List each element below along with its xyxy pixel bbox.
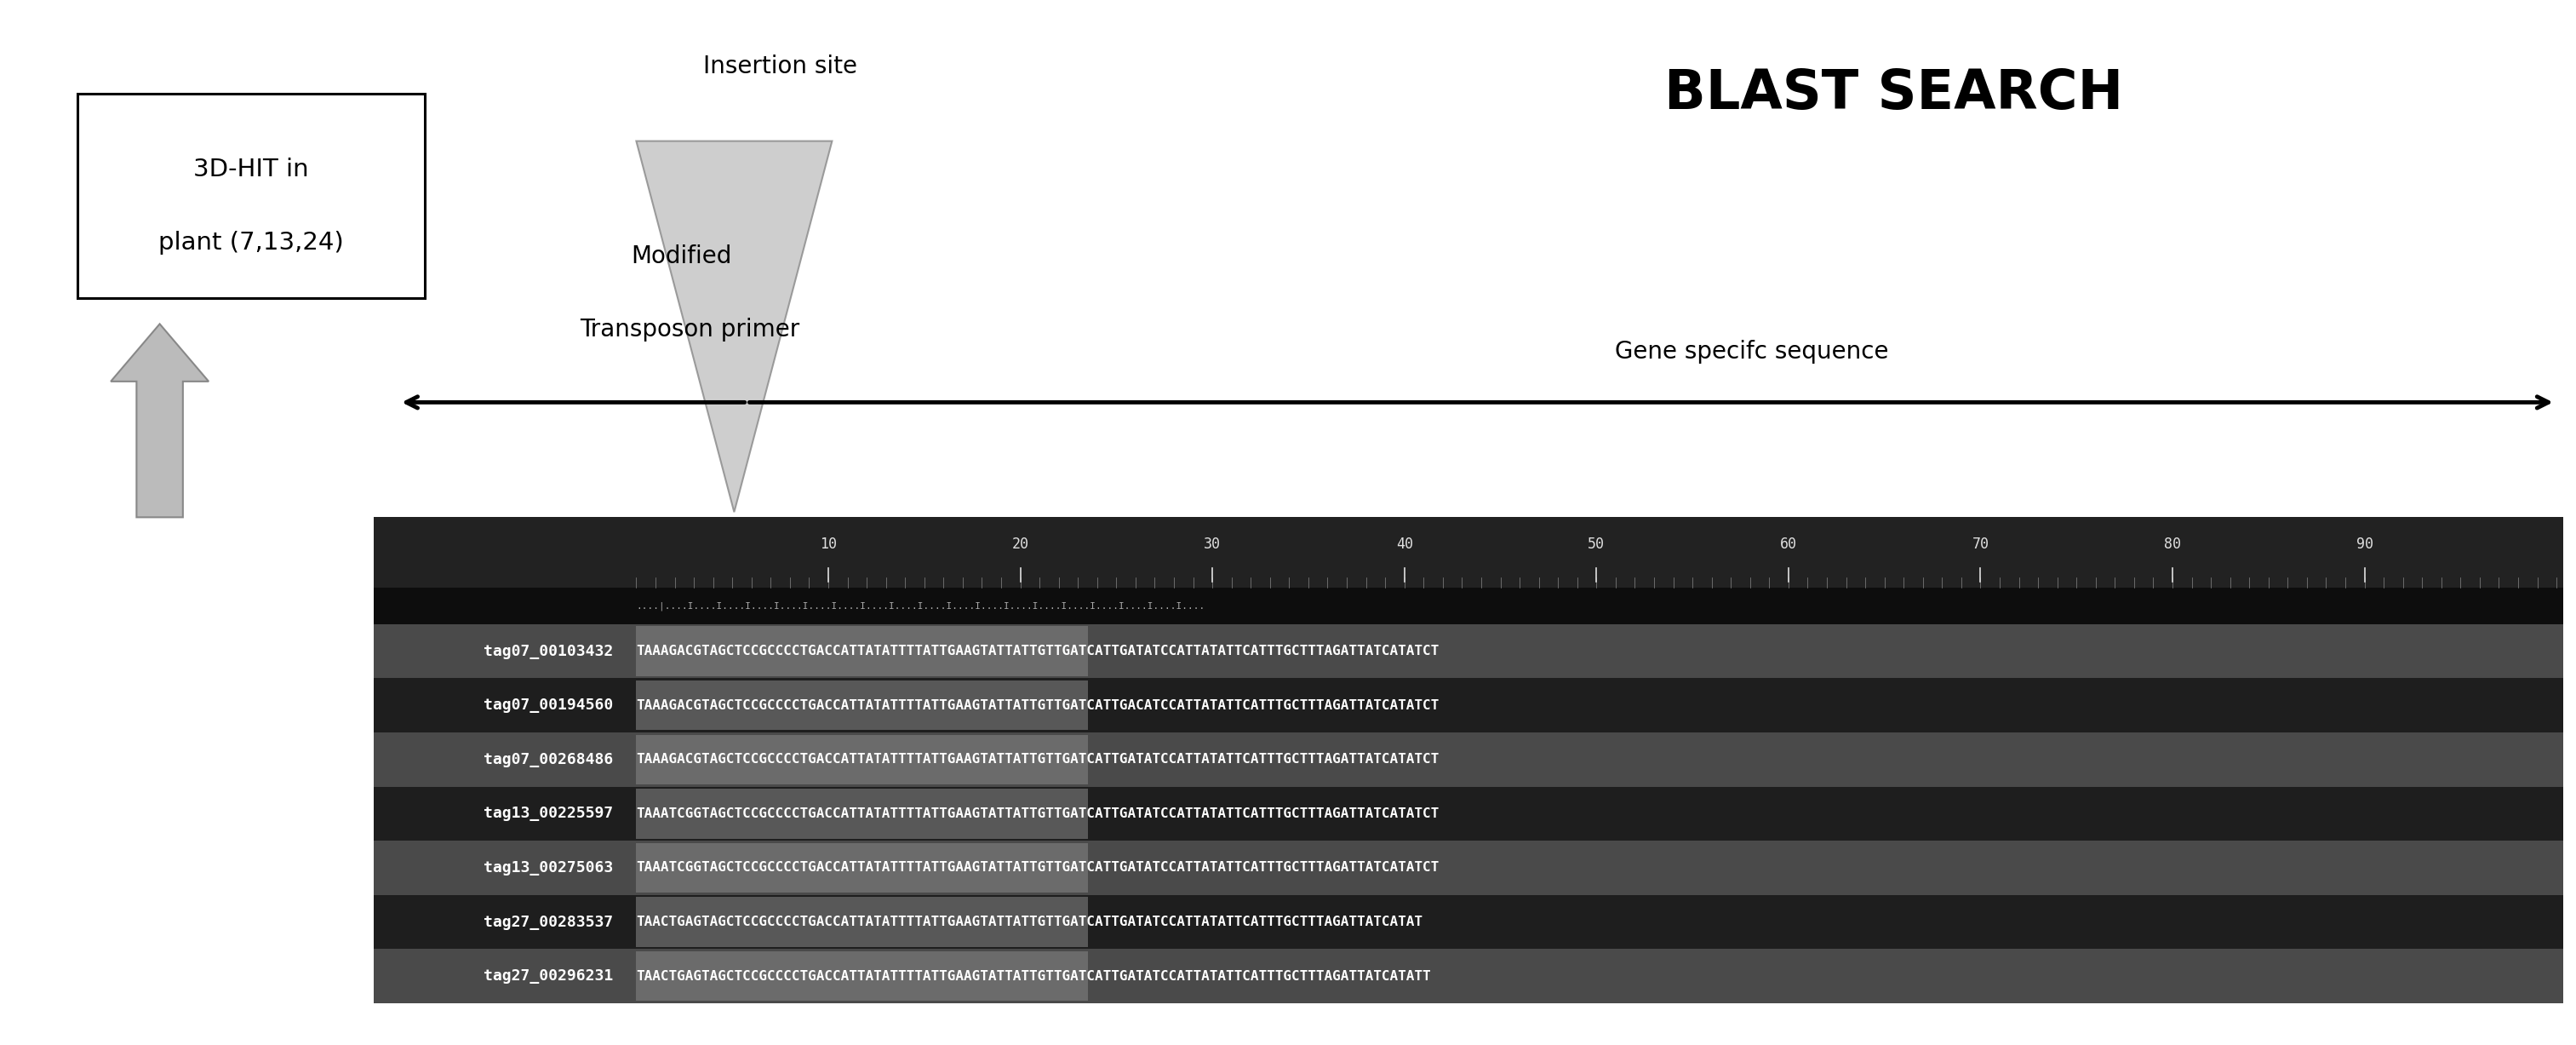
Text: TAAAGACGTAGCTCCGCCCCTGACCATTATATTTTATTGAAGTATTATTGTTGATCATTGATATCCATTATATTCATTTG: TAAAGACGTAGCTCCGCCCCTGACCATTATATTTTATTGA…	[636, 645, 1440, 657]
Polygon shape	[636, 141, 832, 512]
FancyBboxPatch shape	[636, 789, 1087, 838]
FancyBboxPatch shape	[636, 897, 1087, 947]
FancyBboxPatch shape	[374, 949, 2563, 1003]
FancyBboxPatch shape	[636, 735, 1087, 785]
FancyBboxPatch shape	[636, 951, 1087, 1001]
FancyBboxPatch shape	[374, 895, 2563, 949]
FancyBboxPatch shape	[374, 678, 2563, 733]
Text: Gene specifc sequence: Gene specifc sequence	[1615, 341, 1888, 364]
Text: 10: 10	[819, 536, 837, 552]
Text: 70: 70	[1973, 536, 1989, 552]
Text: tag07_00103432: tag07_00103432	[484, 644, 613, 659]
FancyBboxPatch shape	[374, 841, 2563, 895]
Text: 80: 80	[2164, 536, 2182, 552]
Text: tag27_00283537: tag27_00283537	[484, 914, 613, 930]
Text: 30: 30	[1203, 536, 1221, 552]
Text: 40: 40	[1396, 536, 1412, 552]
Text: TAAATCGGTAGCTCCGCCCCTGACCATTATATTTTATTGAAGTATTATTGTTGATCATTGATATCCATTATATTCATTTG: TAAATCGGTAGCTCCGCCCCTGACCATTATATTTTATTGA…	[636, 861, 1440, 875]
FancyBboxPatch shape	[636, 843, 1087, 892]
Text: Transposon primer: Transposon primer	[580, 318, 799, 341]
Text: Insertion site: Insertion site	[703, 54, 858, 78]
Text: tag07_00268486: tag07_00268486	[484, 752, 613, 767]
Text: tag27_00296231: tag27_00296231	[484, 969, 613, 983]
Text: tag13_00225597: tag13_00225597	[484, 806, 613, 821]
Text: TAAAGACGTAGCTCCGCCCCTGACCATTATATTTTATTGAAGTATTATTGTTGATCATTGACATCCATTATATTCATTTG: TAAAGACGTAGCTCCGCCCCTGACCATTATATTTTATTGA…	[636, 699, 1440, 712]
Text: 60: 60	[1780, 536, 1798, 552]
FancyBboxPatch shape	[636, 626, 1087, 676]
FancyBboxPatch shape	[374, 517, 2563, 587]
FancyBboxPatch shape	[77, 94, 425, 298]
FancyBboxPatch shape	[374, 733, 2563, 787]
Text: tag07_00194560: tag07_00194560	[484, 698, 613, 713]
Text: TAACTGAGTAGCTCCGCCCCTGACCATTATATTTTATTGAAGTATTATTGTTGATCATTGATATCCATTATATTCATTTG: TAACTGAGTAGCTCCGCCCCTGACCATTATATTTTATTGA…	[636, 970, 1432, 982]
Text: 3D-HIT in: 3D-HIT in	[193, 158, 309, 182]
FancyBboxPatch shape	[374, 517, 2563, 1003]
Text: BLAST SEARCH: BLAST SEARCH	[1664, 68, 2123, 120]
FancyBboxPatch shape	[636, 680, 1087, 730]
Text: TAAAGACGTAGCTCCGCCCCTGACCATTATATTTTATTGAAGTATTATTGTTGATCATTGATATCCATTATATTCATTTG: TAAAGACGTAGCTCCGCCCCTGACCATTATATTTTATTGA…	[636, 753, 1440, 766]
Text: ....|....I....I....I....I....I....I....I....I....I....I....I....I....I....I....I: ....|....I....I....I....I....I....I....I…	[636, 602, 1206, 610]
Text: TAACTGAGTAGCTCCGCCCCTGACCATTATATTTTATTGAAGTATTATTGTTGATCATTGATATCCATTATATTCATTTG: TAACTGAGTAGCTCCGCCCCTGACCATTATATTTTATTGA…	[636, 915, 1422, 928]
FancyBboxPatch shape	[374, 624, 2563, 678]
Text: tag13_00275063: tag13_00275063	[484, 860, 613, 876]
Text: 50: 50	[1587, 536, 1605, 552]
Text: Modified: Modified	[631, 245, 732, 268]
FancyArrow shape	[111, 324, 209, 517]
FancyBboxPatch shape	[374, 787, 2563, 841]
Text: 20: 20	[1012, 536, 1028, 552]
Text: plant (7,13,24): plant (7,13,24)	[160, 231, 343, 255]
Text: TAAATCGGTAGCTCCGCCCCTGACCATTATATTTTATTGAAGTATTATTGTTGATCATTGATATCCATTATATTCATTTG: TAAATCGGTAGCTCCGCCCCTGACCATTATATTTTATTGA…	[636, 808, 1440, 820]
Text: 90: 90	[2357, 536, 2372, 552]
